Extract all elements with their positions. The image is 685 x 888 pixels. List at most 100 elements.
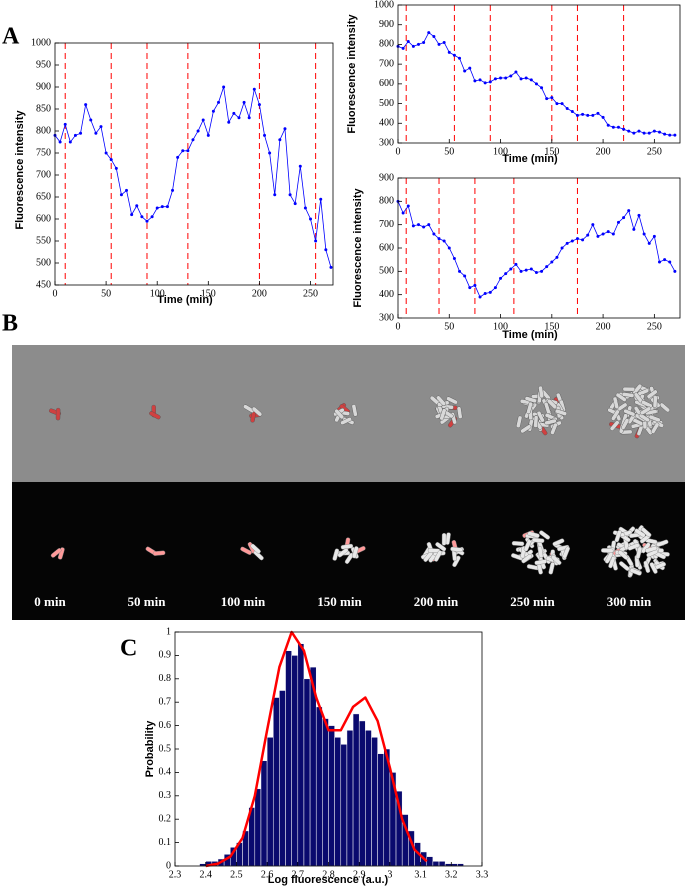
y-tick-label: 750 (36, 147, 51, 158)
histogram-bar (322, 718, 329, 867)
cell (643, 560, 651, 573)
x-tick-label: 3 (387, 869, 392, 880)
y-tick-label: 0.4 (159, 767, 172, 778)
data-point (534, 82, 538, 86)
data-point (606, 230, 610, 234)
cell (539, 530, 550, 540)
data-point (560, 102, 564, 106)
y-tick-label: 550 (36, 235, 51, 246)
cell (627, 543, 640, 551)
data-point (570, 239, 574, 243)
y-tick-label: 600 (36, 213, 51, 224)
cell (544, 418, 557, 426)
cell (615, 392, 627, 402)
data-point (155, 206, 159, 210)
x-tick-label: 200 (252, 288, 267, 299)
data-point (478, 295, 482, 299)
cell (621, 392, 635, 398)
x-tick-label: 150 (544, 321, 559, 332)
cell (548, 562, 555, 575)
data-point (622, 127, 626, 131)
cell (629, 568, 642, 576)
data-point (657, 260, 661, 264)
cell (344, 552, 354, 564)
data-point (504, 272, 508, 276)
data-point (642, 232, 646, 236)
x-axis-label: Time (min) (502, 329, 558, 341)
y-tick-label: 600 (379, 78, 394, 89)
data-point (524, 268, 528, 272)
histogram-bar (340, 744, 348, 867)
data-point (534, 271, 538, 274)
cell (645, 546, 658, 553)
cell (656, 539, 669, 547)
data-point (668, 260, 672, 264)
x-tick-label: 250 (647, 146, 662, 157)
data-point (555, 255, 559, 259)
cell (439, 408, 447, 421)
data-point (278, 138, 282, 142)
data-point (263, 133, 267, 137)
cell (520, 424, 532, 434)
cell (250, 543, 261, 554)
image-label: 200 min (414, 594, 459, 609)
data-point (196, 129, 200, 133)
y-axis-label: Fluorescence intensity (352, 188, 364, 308)
data-point (222, 85, 226, 89)
data-point (63, 122, 67, 126)
data-point (437, 237, 441, 241)
data-point (647, 241, 651, 245)
data-point (509, 267, 513, 271)
cell (253, 550, 264, 561)
image-label: 100 min (221, 594, 266, 609)
cell (516, 415, 523, 428)
data-point (611, 125, 615, 129)
image-label: 250 min (510, 594, 555, 609)
histogram-bar (365, 730, 372, 867)
histogram-bar (266, 737, 274, 867)
y-tick-label: 700 (36, 169, 51, 180)
data-point (130, 213, 134, 217)
cell (557, 544, 570, 552)
data-point (79, 131, 83, 135)
data-point (637, 213, 641, 217)
data-point (601, 232, 605, 236)
data-point (237, 116, 241, 120)
data-point (119, 193, 123, 197)
cell (456, 406, 463, 419)
y-tick-label: 300 (379, 137, 394, 148)
data-point (586, 113, 590, 117)
x-tick-label: 2.7 (292, 869, 305, 880)
fit-curve (205, 630, 428, 868)
y-axis-label: Probability (144, 720, 156, 778)
cell (650, 422, 660, 434)
y-tick-label: 450 (36, 279, 51, 290)
cell (240, 546, 252, 555)
cell (635, 546, 643, 559)
data-point (298, 164, 302, 168)
histogram-bar (438, 861, 446, 867)
data-point (293, 202, 297, 206)
data-point (581, 238, 585, 242)
data-point (483, 292, 487, 295)
data-point (427, 223, 431, 227)
cell (554, 408, 567, 416)
panel-label: B (2, 311, 18, 337)
data-point (483, 81, 487, 85)
cell (562, 546, 570, 559)
data-point (201, 118, 205, 122)
data-point (519, 77, 523, 81)
data-point (514, 262, 518, 266)
data-point (176, 155, 180, 159)
y-tick-label: 0.5 (159, 743, 172, 754)
cell (623, 408, 636, 417)
data-point (668, 133, 672, 137)
y-tick-label: 500 (36, 257, 51, 268)
y-tick-label: 1 (166, 626, 171, 637)
data-point (575, 237, 579, 241)
cell (532, 537, 545, 543)
data-point (68, 140, 72, 144)
histogram-bar (334, 737, 342, 867)
data-point (288, 193, 292, 197)
image-label: 50 min (128, 594, 167, 609)
